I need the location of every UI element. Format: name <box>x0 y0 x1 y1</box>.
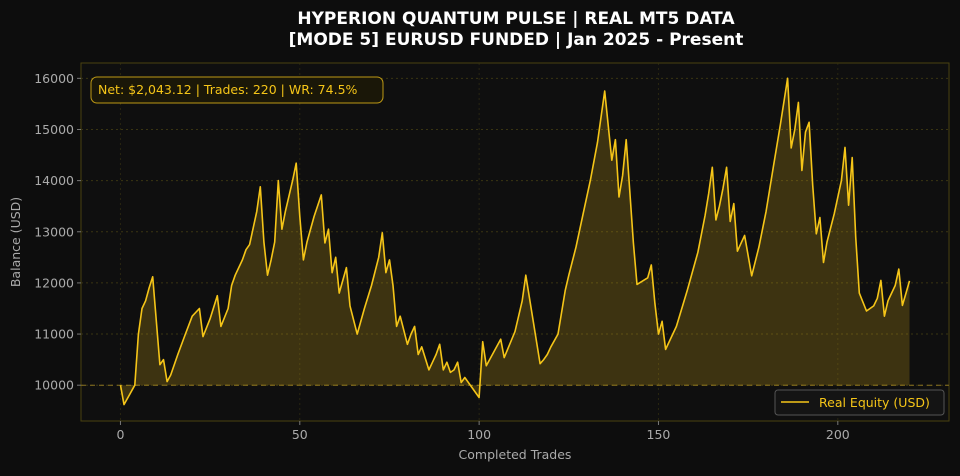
stats-box-frame <box>90 76 384 104</box>
y-tick-label: 15000 <box>34 122 74 137</box>
x-tick-label: 0 <box>116 427 124 442</box>
legend-label: Real Equity (USD) <box>819 395 930 410</box>
chart-title-line1: HYPERION QUANTUM PULSE | REAL MT5 DATA <box>297 9 735 29</box>
y-tick-label: 11000 <box>34 327 74 342</box>
y-tick-label: 13000 <box>34 224 74 239</box>
series-layer <box>119 77 911 406</box>
plot-area <box>80 62 950 422</box>
x-axis-label: Completed Trades <box>459 447 572 462</box>
equity-area-fill <box>120 78 910 405</box>
y-axis-ticks: 10000 11000 12000 13000 14000 15000 16000 <box>34 71 81 393</box>
equity-line <box>119 77 911 406</box>
x-tick-label: 150 <box>647 427 671 442</box>
legend: Real Equity (USD) <box>774 389 945 416</box>
x-tick-label: 200 <box>826 427 850 442</box>
y-tick-label: 12000 <box>34 275 74 290</box>
legend-frame <box>774 389 945 416</box>
chart-title-line2: [MODE 5] EURUSD FUNDED | Jan 2025 - Pres… <box>289 30 744 50</box>
x-tick-label: 50 <box>292 427 308 442</box>
x-axis-ticks: 0 50 100 150 200 <box>116 421 850 442</box>
y-tick-label: 16000 <box>34 71 74 86</box>
stats-box: Net: $2,043.12 | Trades: 220 | WR: 74.5% <box>90 76 384 104</box>
y-tick-label: 14000 <box>34 173 74 188</box>
y-tick-label: 10000 <box>34 378 74 393</box>
x-tick-label: 100 <box>467 427 491 442</box>
y-axis-label: Balance (USD) <box>8 197 23 287</box>
stats-text: Net: $2,043.12 | Trades: 220 | WR: 74.5% <box>98 82 358 97</box>
